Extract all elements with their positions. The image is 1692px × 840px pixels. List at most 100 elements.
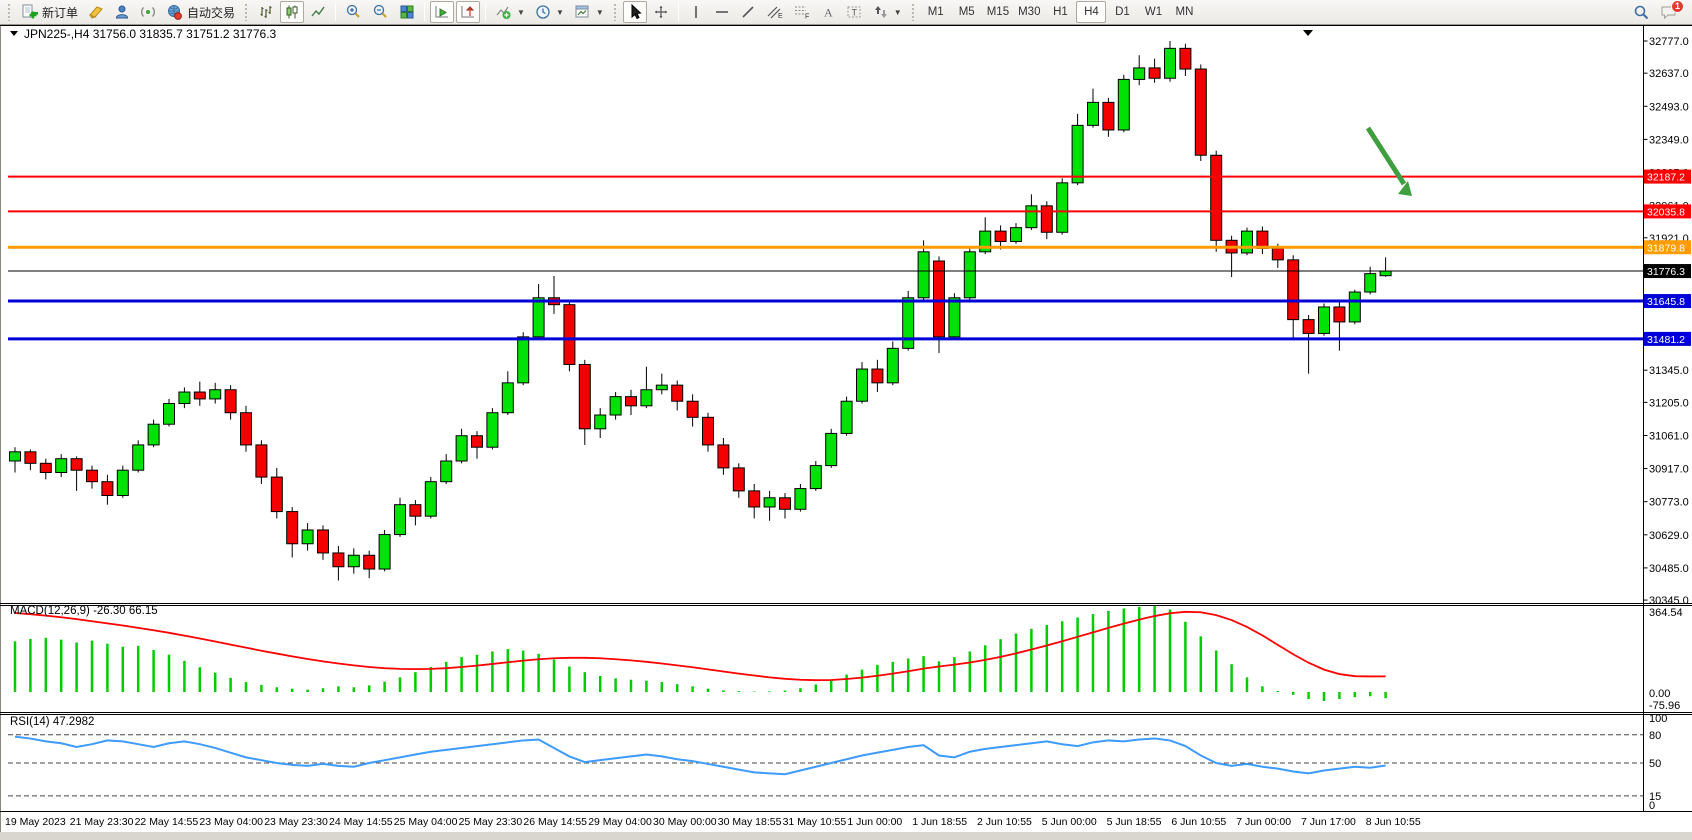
- svg-text:30345.0: 30345.0: [1649, 595, 1689, 607]
- candle: [1071, 124, 1084, 184]
- timeframe-button-h4[interactable]: H4: [1076, 1, 1107, 23]
- vertical-line-icon: [694, 6, 697, 18]
- crosshair-tool-button[interactable]: [649, 1, 673, 23]
- candle: [1302, 319, 1315, 334]
- arrows-tool-button[interactable]: ▼: [869, 1, 906, 23]
- indicators-icon: [496, 6, 511, 19]
- chart-shift-button[interactable]: [456, 1, 481, 23]
- svg-text:31879.8: 31879.8: [1647, 242, 1685, 254]
- candle: [440, 460, 453, 483]
- candle: [1025, 205, 1038, 229]
- svg-text:32035.8: 32035.8: [1647, 206, 1685, 218]
- signals-button[interactable]: [136, 1, 160, 23]
- bar-chart-mode-button[interactable]: [254, 1, 278, 23]
- price-label-box: [1644, 169, 1691, 184]
- vertical-line-tool-button[interactable]: [684, 1, 708, 23]
- svg-text:31205.0: 31205.0: [1649, 397, 1689, 409]
- svg-text:A: A: [824, 6, 833, 20]
- editor-button[interactable]: [84, 1, 108, 23]
- candle: [147, 423, 160, 446]
- periods-dropdown-arrow[interactable]: ▼: [555, 7, 564, 17]
- text-label-icon: T: [847, 6, 861, 18]
- svg-text:50: 50: [1649, 758, 1661, 770]
- candle: [101, 481, 114, 496]
- candle: [871, 368, 884, 384]
- fibonacci-icon: F: [794, 6, 809, 21]
- svg-text:80: 80: [1649, 730, 1661, 742]
- text-tool-button[interactable]: A: [816, 1, 840, 23]
- svg-text:5 Jun 00:00: 5 Jun 00:00: [1042, 816, 1097, 828]
- templates-button[interactable]: ▼: [570, 1, 608, 23]
- notifications-button[interactable]: 1: [1656, 0, 1684, 23]
- new-order-icon: [22, 4, 38, 19]
- trendline-tool-button[interactable]: [736, 1, 760, 23]
- candle: [1271, 247, 1284, 261]
- rsi-line: [14, 735, 1386, 776]
- periods-button[interactable]: ▼: [531, 1, 568, 23]
- zoom-in-button[interactable]: [341, 1, 366, 23]
- candle: [347, 554, 360, 568]
- toolbar-grip[interactable]: [910, 3, 916, 21]
- indicators-button[interactable]: ▼: [491, 1, 529, 23]
- fibonacci-tool-button[interactable]: F: [789, 1, 814, 23]
- line-chart-mode-icon: [311, 6, 325, 17]
- new-order-button[interactable]: 新订单: [17, 1, 82, 23]
- search-button[interactable]: [1629, 1, 1654, 23]
- timeframe-button-m5[interactable]: M5: [952, 1, 982, 23]
- candlestick-mode-button[interactable]: [280, 1, 305, 23]
- svg-text:0.00: 0.00: [1649, 688, 1670, 700]
- chart-corner-menu-icon[interactable]: [1303, 30, 1313, 36]
- candle: [963, 251, 976, 299]
- timeframe-button-m15[interactable]: M15: [983, 1, 1013, 23]
- tile-windows-button[interactable]: [395, 1, 419, 23]
- candle: [856, 368, 868, 402]
- candle: [532, 297, 545, 338]
- candle: [979, 230, 992, 253]
- timeframe-button-mn[interactable]: MN: [1169, 1, 1199, 23]
- auto-scroll-button[interactable]: [430, 1, 455, 23]
- timeframe-button-d1[interactable]: D1: [1107, 1, 1137, 23]
- price-label-box: [1644, 294, 1691, 309]
- text-label-tool-button[interactable]: T: [842, 1, 867, 23]
- rsi-label: RSI(14) 47.2982: [10, 716, 94, 728]
- timeframe-button-h1[interactable]: H1: [1045, 1, 1075, 23]
- profile-button[interactable]: [110, 1, 134, 23]
- line-chart-mode-button[interactable]: [306, 1, 330, 23]
- price-label-box: [1644, 264, 1691, 279]
- horizontal-line-tool-button[interactable]: [710, 1, 734, 23]
- trend-annotation-arrow[interactable]: [1365, 126, 1412, 196]
- toolbar-grip[interactable]: [7, 3, 12, 21]
- svg-text:30629.0: 30629.0: [1649, 530, 1689, 542]
- zoom-out-button[interactable]: [368, 1, 393, 23]
- svg-text:T: T: [851, 8, 857, 18]
- arrows-dropdown-arrow[interactable]: ▼: [893, 7, 902, 17]
- timeframe-button-m30[interactable]: M30: [1014, 1, 1044, 23]
- candle: [39, 462, 52, 473]
- toolbar-grip[interactable]: [244, 3, 250, 21]
- periods-clock-icon: [536, 5, 550, 19]
- bar-chart-mode-icon: [260, 6, 272, 18]
- svg-text:1 Jun 00:00: 1 Jun 00:00: [847, 816, 902, 828]
- candle: [116, 469, 129, 496]
- svg-text:32493.0: 32493.0: [1649, 101, 1689, 113]
- timeframe-button-m1[interactable]: M1: [921, 1, 951, 23]
- templates-dropdown-arrow[interactable]: ▼: [595, 7, 604, 17]
- candle: [317, 529, 329, 554]
- candle: [917, 251, 930, 299]
- autotrading-button[interactable]: 自动交易: [162, 1, 239, 23]
- channel-tool-button[interactable]: E: [762, 1, 787, 23]
- svg-text:F: F: [805, 14, 809, 21]
- cursor-tool-button[interactable]: [622, 1, 647, 23]
- indicators-dropdown-arrow[interactable]: ▼: [517, 7, 525, 17]
- candle: [424, 481, 437, 517]
- timeframe-button-w1[interactable]: W1: [1138, 1, 1168, 23]
- main-toolbar: 新订单 自动交易: [0, 0, 1692, 25]
- svg-text:30 May 18:55: 30 May 18:55: [718, 816, 782, 828]
- symbol-dropdown-icon[interactable]: [10, 31, 18, 36]
- toolbar-grip[interactable]: [612, 3, 618, 21]
- svg-text:1 Jun 18:55: 1 Jun 18:55: [912, 816, 967, 828]
- horizontal-level-lines[interactable]: 32187.2 32035.8 31879.8 31776.3 31645.8 31481…: [8, 169, 1691, 346]
- arrow-shapes-icon: [874, 6, 887, 18]
- zoom-out-icon: [373, 4, 387, 18]
